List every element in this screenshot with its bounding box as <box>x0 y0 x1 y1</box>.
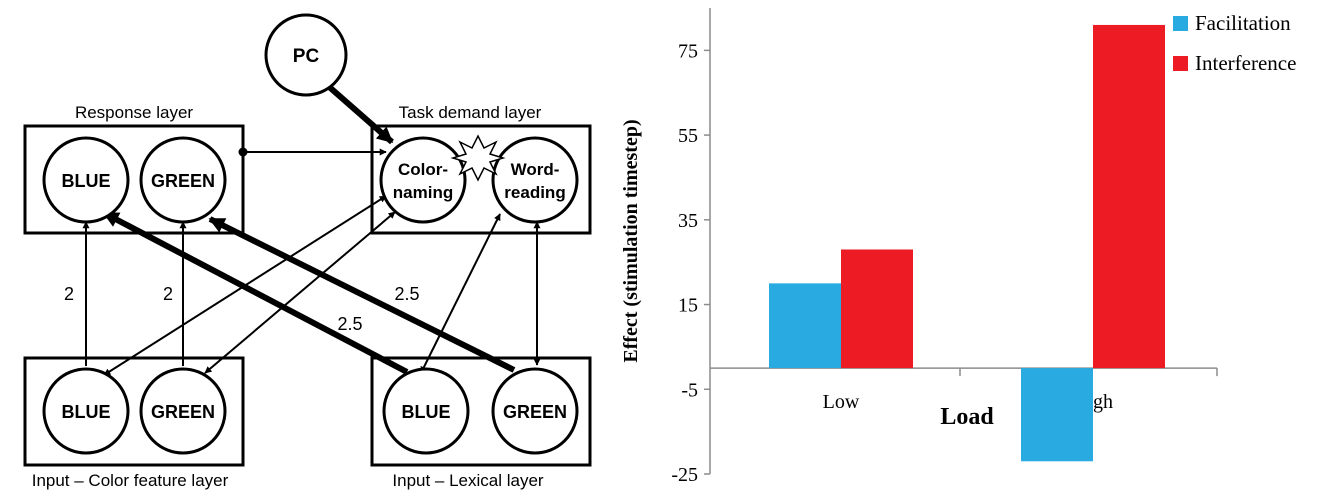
y-tick-label: -5 <box>681 379 698 401</box>
edge-colornaming-color-green <box>204 211 396 374</box>
color-green-label: GREEN <box>151 402 215 422</box>
color-blue-label: BLUE <box>62 402 111 422</box>
lexical-green-node: GREEN <box>491 367 579 455</box>
word-reading-node: Word- reading <box>491 136 579 224</box>
color-green-node: GREEN <box>139 367 227 455</box>
word-reading-label-line1: Word- <box>511 160 560 179</box>
lexical-layer-title: Input – Lexical layer <box>392 471 544 490</box>
response-green-node: GREEN <box>139 136 227 224</box>
edge-lexical-blue-to-response-blue <box>102 210 409 375</box>
lexical-green-label: GREEN <box>503 402 567 422</box>
effect-bar-chart: -25-515355575LowHighLoadEffect (stimulat… <box>620 8 1296 486</box>
stroop-network-diagram: Response layer Task demand layer Input –… <box>23 13 592 490</box>
pc-node: PC <box>264 13 348 97</box>
color-naming-label-line2: naming <box>393 183 453 202</box>
color-naming-label-line1: Color- <box>398 160 448 179</box>
edge-lexical-green-to-response-green <box>208 216 516 373</box>
weight-label-color-green: 2 <box>163 284 173 304</box>
edge-wordreading-lexical-blue <box>420 213 501 374</box>
x-category-label: Low <box>823 391 860 413</box>
legend-swatch-facilitation <box>1173 16 1188 31</box>
y-tick-label: -25 <box>671 464 698 486</box>
lexical-blue-node: BLUE <box>382 367 470 455</box>
y-tick-label: 55 <box>678 125 698 147</box>
weight-label-lexical-green: 2.5 <box>394 284 419 304</box>
word-reading-label-line2: reading <box>504 183 565 202</box>
task-demand-layer-title: Task demand layer <box>399 103 542 122</box>
color-blue-node: BLUE <box>42 367 130 455</box>
color-naming-node: Color- naming <box>379 136 467 224</box>
legend-label-facilitation: Facilitation <box>1195 11 1291 35</box>
bar-facilitation-low <box>769 283 841 369</box>
bar-facilitation-high <box>1021 368 1093 462</box>
weight-label-color-blue: 2 <box>64 284 74 304</box>
lexical-blue-label: BLUE <box>402 402 451 422</box>
pc-label: PC <box>293 46 320 67</box>
edge-pc-to-colornaming <box>325 82 394 145</box>
response-blue-label: BLUE <box>62 171 111 191</box>
inhibitory-connector-dot <box>238 147 248 157</box>
response-green-label: GREEN <box>151 171 215 191</box>
conflict-burst-icon <box>450 134 506 182</box>
legend-label-interference: Interference <box>1195 51 1296 75</box>
x-axis-title: Load <box>940 404 994 430</box>
response-blue-node: BLUE <box>42 136 130 224</box>
bar-interference-low <box>841 249 913 369</box>
legend-swatch-interference <box>1173 56 1188 71</box>
y-axis-title: Effect (stimulation timestep) <box>620 119 642 362</box>
response-layer-title: Response layer <box>75 103 193 122</box>
bar-interference-high <box>1093 24 1165 369</box>
y-tick-label: 75 <box>678 40 698 62</box>
y-tick-label: 15 <box>678 295 698 317</box>
weight-label-lexical-blue: 2.5 <box>337 314 362 334</box>
color-feature-layer-title: Input – Color feature layer <box>32 471 229 490</box>
y-tick-label: 35 <box>678 210 698 232</box>
